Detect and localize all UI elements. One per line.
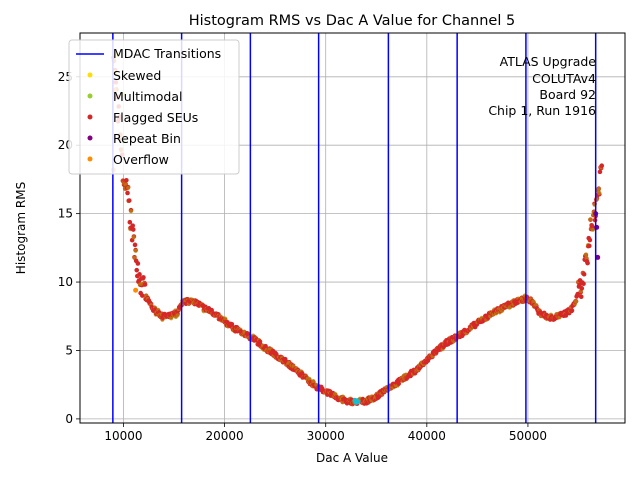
data-point	[133, 248, 138, 253]
data-point	[573, 299, 579, 304]
data-point	[581, 281, 586, 287]
data-point	[587, 243, 592, 249]
legend-marker	[87, 72, 93, 78]
data-point	[595, 254, 601, 260]
y-tick-label: 15	[58, 207, 73, 221]
data-point	[599, 163, 605, 169]
data-point	[134, 267, 140, 273]
x-tick-label: 30000	[307, 429, 345, 443]
y-axis-label: Histogram RMS	[14, 182, 28, 274]
data-point	[169, 316, 174, 321]
data-point	[531, 299, 536, 304]
data-point	[597, 169, 603, 175]
data-point	[333, 391, 338, 397]
annotation-line: ATLAS Upgrade	[500, 54, 597, 69]
data-point	[124, 177, 129, 183]
data-point	[126, 185, 131, 190]
data-point	[581, 271, 587, 277]
data-point	[587, 237, 593, 243]
data-point	[355, 399, 361, 405]
data-point	[141, 275, 146, 280]
data-point	[579, 286, 585, 291]
data-point	[311, 379, 316, 384]
data-point	[590, 227, 595, 232]
legend-marker	[87, 114, 93, 120]
data-point	[257, 339, 263, 344]
data-point	[597, 190, 602, 196]
legend-marker	[87, 156, 93, 162]
legend-label: Flagged SEUs	[113, 110, 198, 125]
plot-frame	[79, 32, 626, 424]
legend-label: Skewed	[113, 68, 161, 83]
data-points	[110, 52, 605, 407]
x-axis: 10000 20000 30000 40000 50000	[104, 423, 547, 443]
data-point	[126, 198, 132, 203]
x-axis-label: Dac A Value	[316, 451, 388, 465]
data-point	[578, 294, 584, 300]
data-point	[127, 219, 133, 225]
data-point	[585, 260, 590, 266]
y-tick-label: 5	[65, 343, 73, 357]
legend-label: Multimodal	[113, 89, 182, 104]
legend-label: MDAC Transitions	[113, 46, 221, 61]
data-point	[307, 376, 312, 382]
legend-label: Overflow	[113, 152, 169, 167]
legend-marker	[87, 93, 93, 99]
data-point	[131, 227, 136, 232]
data-point	[137, 272, 142, 277]
data-point	[396, 381, 402, 386]
annotation-line: COLUTAv4	[532, 71, 596, 86]
data-point	[588, 217, 593, 222]
data-point	[130, 223, 136, 228]
data-point	[140, 293, 145, 298]
x-tick-label: 40000	[408, 429, 446, 443]
annotation-line: Chip 1, Run 1916	[488, 103, 596, 118]
legend-label: Repeat Bin	[113, 131, 181, 146]
x-tick-label: 10000	[104, 429, 142, 443]
run-annotation: ATLAS Upgrade COLUTAv4 Board 92 Chip 1, …	[488, 54, 596, 118]
y-tick-label: 0	[65, 412, 73, 426]
legend-marker	[87, 135, 93, 141]
data-point	[223, 316, 228, 321]
data-point	[534, 302, 539, 308]
data-point	[133, 287, 139, 293]
grid	[80, 33, 625, 423]
data-point	[596, 186, 601, 192]
data-point	[131, 235, 136, 240]
data-point	[125, 190, 130, 196]
y-tick-label: 10	[58, 275, 73, 289]
data-point	[132, 242, 138, 248]
data-point	[584, 255, 589, 261]
x-tick-label: 50000	[509, 429, 547, 443]
legend-box	[68, 39, 240, 175]
data-point	[583, 252, 589, 257]
chart-title: Histogram RMS vs Dac A Value for Channel…	[189, 13, 515, 29]
data-point	[135, 261, 141, 266]
data-point	[175, 313, 180, 318]
annotation-line: Board 92	[539, 87, 596, 102]
legend: MDAC Transitions Skewed Multimodal Flagg…	[68, 39, 240, 175]
x-tick-label: 20000	[205, 429, 243, 443]
data-point	[563, 313, 569, 318]
data-point	[142, 282, 148, 287]
data-point	[128, 209, 134, 214]
data-point	[569, 308, 575, 313]
